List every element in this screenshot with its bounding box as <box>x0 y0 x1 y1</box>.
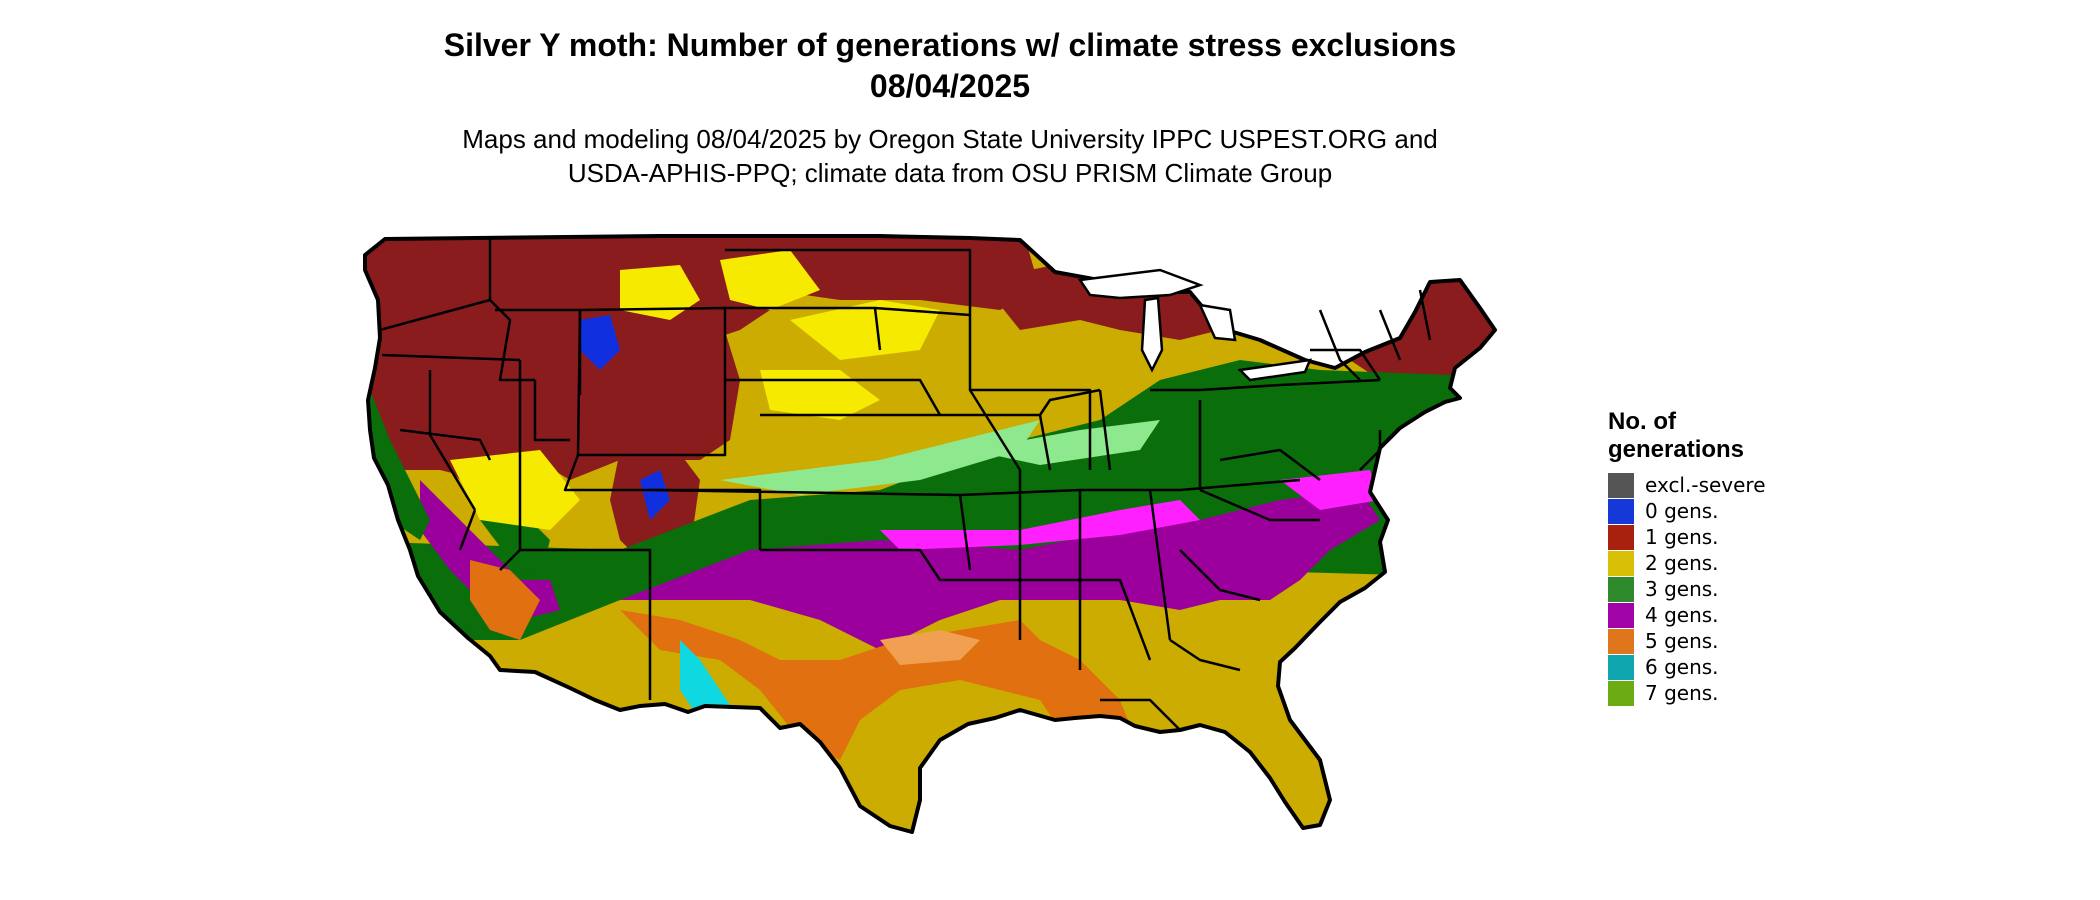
lake-superior <box>1077 268 1204 300</box>
legend-label: 3 gens. <box>1645 577 1719 601</box>
national-outline <box>363 234 1497 834</box>
region-5-gens-light-coast <box>880 630 980 665</box>
legend-swatch <box>1608 654 1634 680</box>
legend-label: 5 gens. <box>1645 629 1719 653</box>
lake-erie <box>1237 358 1312 382</box>
legend-label: 2 gens. <box>1645 551 1719 575</box>
legend-label: 4 gens. <box>1645 603 1719 627</box>
map-date: 08/04/2025 <box>869 68 1031 104</box>
region-0-gens-yellowstone <box>580 315 620 370</box>
legend-item: 7 gens. <box>1608 680 1808 706</box>
state-border <box>1378 309 1402 361</box>
legend-item: 6 gens. <box>1608 654 1808 680</box>
region-3-gens-light-edge <box>720 420 1040 495</box>
state-border <box>968 389 1022 550</box>
state-border <box>576 306 727 457</box>
us-generations-map <box>363 234 1497 834</box>
credit-line-1: Maps and modeling 08/04/2025 by Oregon S… <box>462 124 1438 154</box>
state-border <box>563 454 650 492</box>
state-border <box>520 548 652 700</box>
state-border <box>1169 638 1241 672</box>
legend-title-line-1: No. of <box>1608 408 1676 435</box>
legend-label: 6 gens. <box>1645 655 1719 679</box>
legend-title-line-2: generations <box>1608 436 1745 463</box>
state-border <box>458 509 477 551</box>
state-border <box>725 378 942 416</box>
legend-item: 2 gens. <box>1608 550 1808 576</box>
state-border <box>488 236 535 382</box>
state-border <box>428 370 477 511</box>
legend-label: 7 gens. <box>1645 681 1719 705</box>
legend-label: 1 gens. <box>1645 525 1719 549</box>
state-border <box>495 308 582 395</box>
lake-michigan <box>1140 296 1164 373</box>
region-2-gens-light-plains <box>790 300 940 360</box>
state-border <box>381 353 521 362</box>
legend-item: 5 gens. <box>1608 628 1808 654</box>
legend-swatch <box>1608 576 1634 602</box>
state-border <box>1179 549 1261 602</box>
state-border <box>874 306 971 317</box>
legend-swatch <box>1608 628 1634 654</box>
state-border <box>379 298 491 332</box>
legend: No. of generations excl.-severe 0 gens. 1 … <box>1608 408 1808 706</box>
region-6-gens-texas <box>680 640 740 720</box>
region-0-gens-colorado <box>640 470 670 520</box>
state-border <box>1219 448 1321 481</box>
region-3-gens-california <box>365 380 430 540</box>
legend-label: excl.-severe <box>1645 473 1766 497</box>
legend-item: 3 gens. <box>1608 576 1808 602</box>
legend-item: 0 gens. <box>1608 498 1808 524</box>
credit-line-2: USDA-APHIS-PPQ; climate data from OSU PR… <box>567 158 1333 188</box>
lake-huron <box>1197 303 1237 342</box>
state-border <box>1100 698 1181 731</box>
state-border <box>1310 348 1382 381</box>
legend-swatch <box>1608 602 1634 628</box>
legend-swatch <box>1608 472 1634 498</box>
region-4-gens-south <box>620 490 1380 650</box>
legend-title: No. of generations <box>1608 408 1808 464</box>
region-4-gens-light-edge <box>880 500 1200 550</box>
legend-label: 0 gens. <box>1645 499 1719 523</box>
state-border <box>1199 488 1320 522</box>
legend-swatch <box>1608 498 1634 524</box>
legend-item: excl.-severe <box>1608 472 1808 498</box>
region-6-gens-florida <box>1040 780 1090 832</box>
region-2-gens-light-arizona <box>450 450 580 530</box>
state-border <box>1318 309 1361 381</box>
state-border <box>1150 383 1281 392</box>
state-border <box>1098 389 1112 471</box>
state-border <box>1148 489 1172 641</box>
state-border <box>1040 578 1152 661</box>
state-border <box>533 380 570 442</box>
legend-swatch <box>1608 550 1634 576</box>
region-5-gens-arizona <box>470 560 540 640</box>
legend-item: 1 gens. <box>1608 524 1808 550</box>
region-2-gens-light-north <box>620 265 700 320</box>
state-border <box>1038 388 1101 416</box>
region-2-gens-light-nebraska <box>760 370 880 420</box>
region-5-gens-gulf <box>620 610 1160 820</box>
region-4-gens-light-carolina <box>1280 470 1380 510</box>
legend-swatch <box>1608 524 1634 550</box>
state-border <box>959 478 1301 497</box>
legend-item: 4 gens. <box>1608 602 1808 628</box>
state-border <box>760 548 1040 582</box>
legend-swatch <box>1608 680 1634 706</box>
map-title: Silver Y moth: Number of generations w/ … <box>443 27 1457 63</box>
region-2-gens-light-montana <box>720 250 820 310</box>
state-border <box>399 428 492 461</box>
legend-list: excl.-severe 0 gens. 1 gens. 2 gens. 3 gens.… <box>1608 472 1808 706</box>
region-3-gens-light-midsouth <box>970 420 1160 465</box>
state-border <box>1279 378 1381 387</box>
